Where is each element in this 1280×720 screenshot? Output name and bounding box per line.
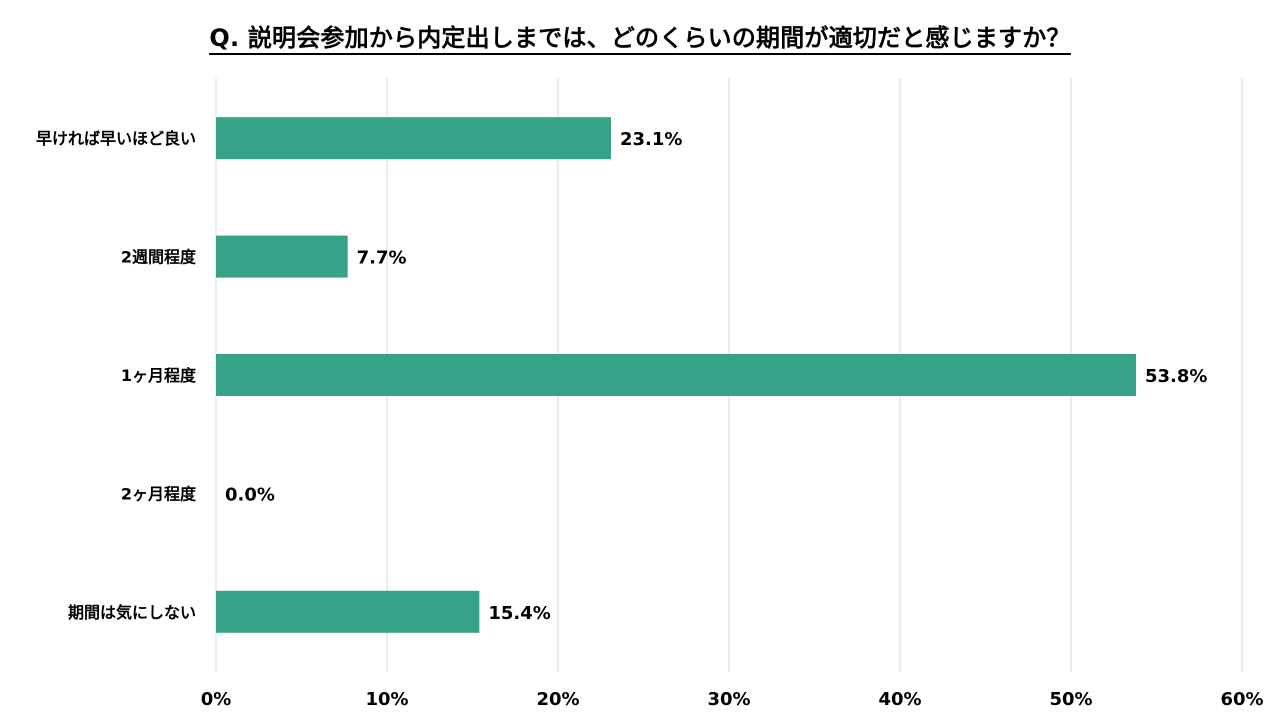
category-label: 1ヶ月程度 [121,366,197,385]
category-label: 2ヶ月程度 [121,484,197,503]
x-tick-label: 30% [707,689,750,710]
bar [216,590,480,633]
x-tick-label: 60% [1220,689,1263,710]
x-tick-label: 20% [536,689,579,710]
bar [216,117,612,160]
category-label: 期間は気にしない [68,603,196,622]
bar [216,354,1136,396]
value-label: 0.0% [225,484,275,505]
chart-title-text: Q. 説明会参加から内定出しまでは、どのくらいの期間が適切だと感じますか？ [209,24,1071,55]
x-tick-label: 50% [1049,689,1092,710]
label-layer: 0% 10% 20% 30% 40% 50% 60% 早ければ早いほど良い 23.1% 2週間程度… [36,129,1264,710]
category-label: 早ければ早いほど良い [36,129,196,148]
bar [216,235,348,278]
value-label: 15.4% [488,603,550,624]
x-tick-label: 0% [201,689,232,710]
chart-title: Q. 説明会参加から内定出しまでは、どのくらいの期間が適切だと感じますか？ [0,18,1280,55]
value-label: 7.7% [357,248,407,269]
value-label: 53.8% [1145,366,1207,387]
bar-layer [216,117,1136,633]
x-tick-label: 10% [365,689,408,710]
x-tick-label: 40% [878,689,921,710]
value-label: 23.1% [620,129,682,150]
category-label: 2週間程度 [121,248,197,267]
